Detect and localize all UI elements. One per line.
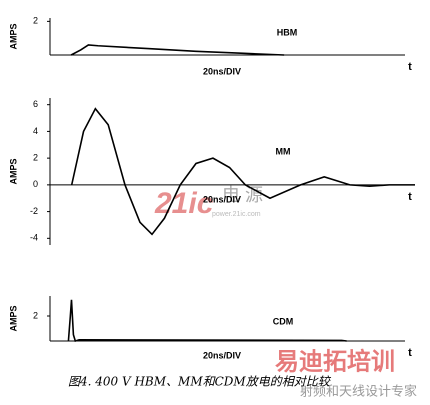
- axis-end-label: t: [408, 61, 412, 73]
- y-tick-label: -2: [30, 206, 38, 216]
- watermark-slogan: 射频和天线设计专家: [300, 383, 417, 398]
- y-tick-label: 4: [33, 126, 38, 136]
- y-axis-label: AMPS: [8, 305, 18, 331]
- watermark-logo: 易迪拓培训: [275, 347, 395, 375]
- axis-end-label: t: [408, 347, 412, 359]
- y-tick-label: 0: [33, 179, 38, 189]
- annotation: MM: [276, 146, 291, 156]
- y-axis-label: AMPS: [8, 23, 18, 49]
- watermark-brand: 21ic: [154, 187, 214, 220]
- y-tick-label: 6: [33, 99, 38, 109]
- waveform: [70, 107, 415, 236]
- annotation: CDM: [273, 316, 294, 326]
- x-axis-label: 20ns/DIV: [203, 194, 241, 204]
- y-tick-label: 2: [33, 16, 38, 26]
- x-axis-label: 20ns/DIV: [203, 350, 241, 360]
- y-axis-label: AMPS: [8, 158, 18, 184]
- caption: 图4. 400 V HBM、MM和CDM放电的相对比较: [68, 375, 332, 389]
- watermark-site: power.21ic.com: [212, 211, 261, 218]
- y-tick-label: -4: [30, 233, 38, 243]
- y-tick-label: 2: [33, 310, 38, 320]
- waveform: [67, 299, 347, 343]
- waveform: [70, 44, 285, 56]
- axis-end-label: t: [408, 191, 412, 203]
- annotation: HBM: [277, 27, 298, 37]
- x-axis-label: 20ns/DIV: [203, 66, 241, 76]
- y-tick-label: 2: [33, 153, 38, 163]
